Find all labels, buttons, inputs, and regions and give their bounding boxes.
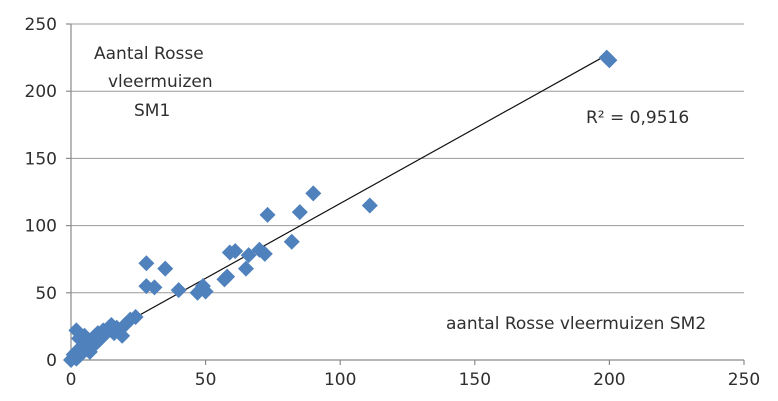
x-tick-label: 200 — [593, 370, 625, 390]
y-tick-label: 200 — [25, 82, 57, 102]
x-tick-label: 0 — [66, 370, 77, 390]
data-point — [227, 243, 244, 260]
data-points — [63, 49, 618, 368]
data-point — [219, 268, 236, 285]
data-point — [127, 308, 144, 325]
trendline — [70, 53, 610, 354]
y-axis-label-line-2: vleermuizen — [108, 72, 213, 92]
x-tick-label: 250 — [728, 370, 760, 390]
data-point — [259, 206, 276, 223]
data-point — [283, 233, 300, 250]
y-axis-label-line-1: Aantal Rosse — [94, 44, 204, 64]
data-point — [157, 260, 174, 277]
data-point — [170, 282, 187, 299]
y-tick-label: 50 — [35, 284, 57, 304]
x-tick-label: 100 — [324, 370, 356, 390]
data-point — [197, 283, 214, 300]
y-tick-label: 0 — [46, 351, 57, 371]
gridlines — [71, 23, 744, 294]
data-point — [601, 52, 618, 69]
data-point — [305, 185, 322, 202]
y-tick-label: 100 — [25, 217, 57, 237]
data-point — [256, 245, 273, 262]
y-tick-label: 250 — [25, 15, 57, 35]
data-point — [240, 247, 257, 264]
trendline-layer — [70, 53, 610, 354]
x-tick-label: 150 — [459, 370, 491, 390]
data-point — [138, 255, 155, 272]
data-point — [291, 204, 308, 221]
data-point — [114, 327, 131, 344]
data-point — [76, 327, 93, 344]
tick-labels: 0 50 100 150 200 250 0 50 100 150 200 250 — [25, 15, 761, 390]
data-point — [146, 279, 163, 296]
data-point — [361, 197, 378, 214]
y-axis-label-line-3: SM1 — [134, 101, 170, 121]
data-point — [237, 260, 254, 277]
r-squared-label: R² = 0,9516 — [586, 108, 689, 128]
y-tick-label: 150 — [25, 149, 57, 169]
x-tick-label: 50 — [195, 370, 217, 390]
x-axis-label: aantal Rosse vleermuizen SM2 — [446, 314, 706, 334]
